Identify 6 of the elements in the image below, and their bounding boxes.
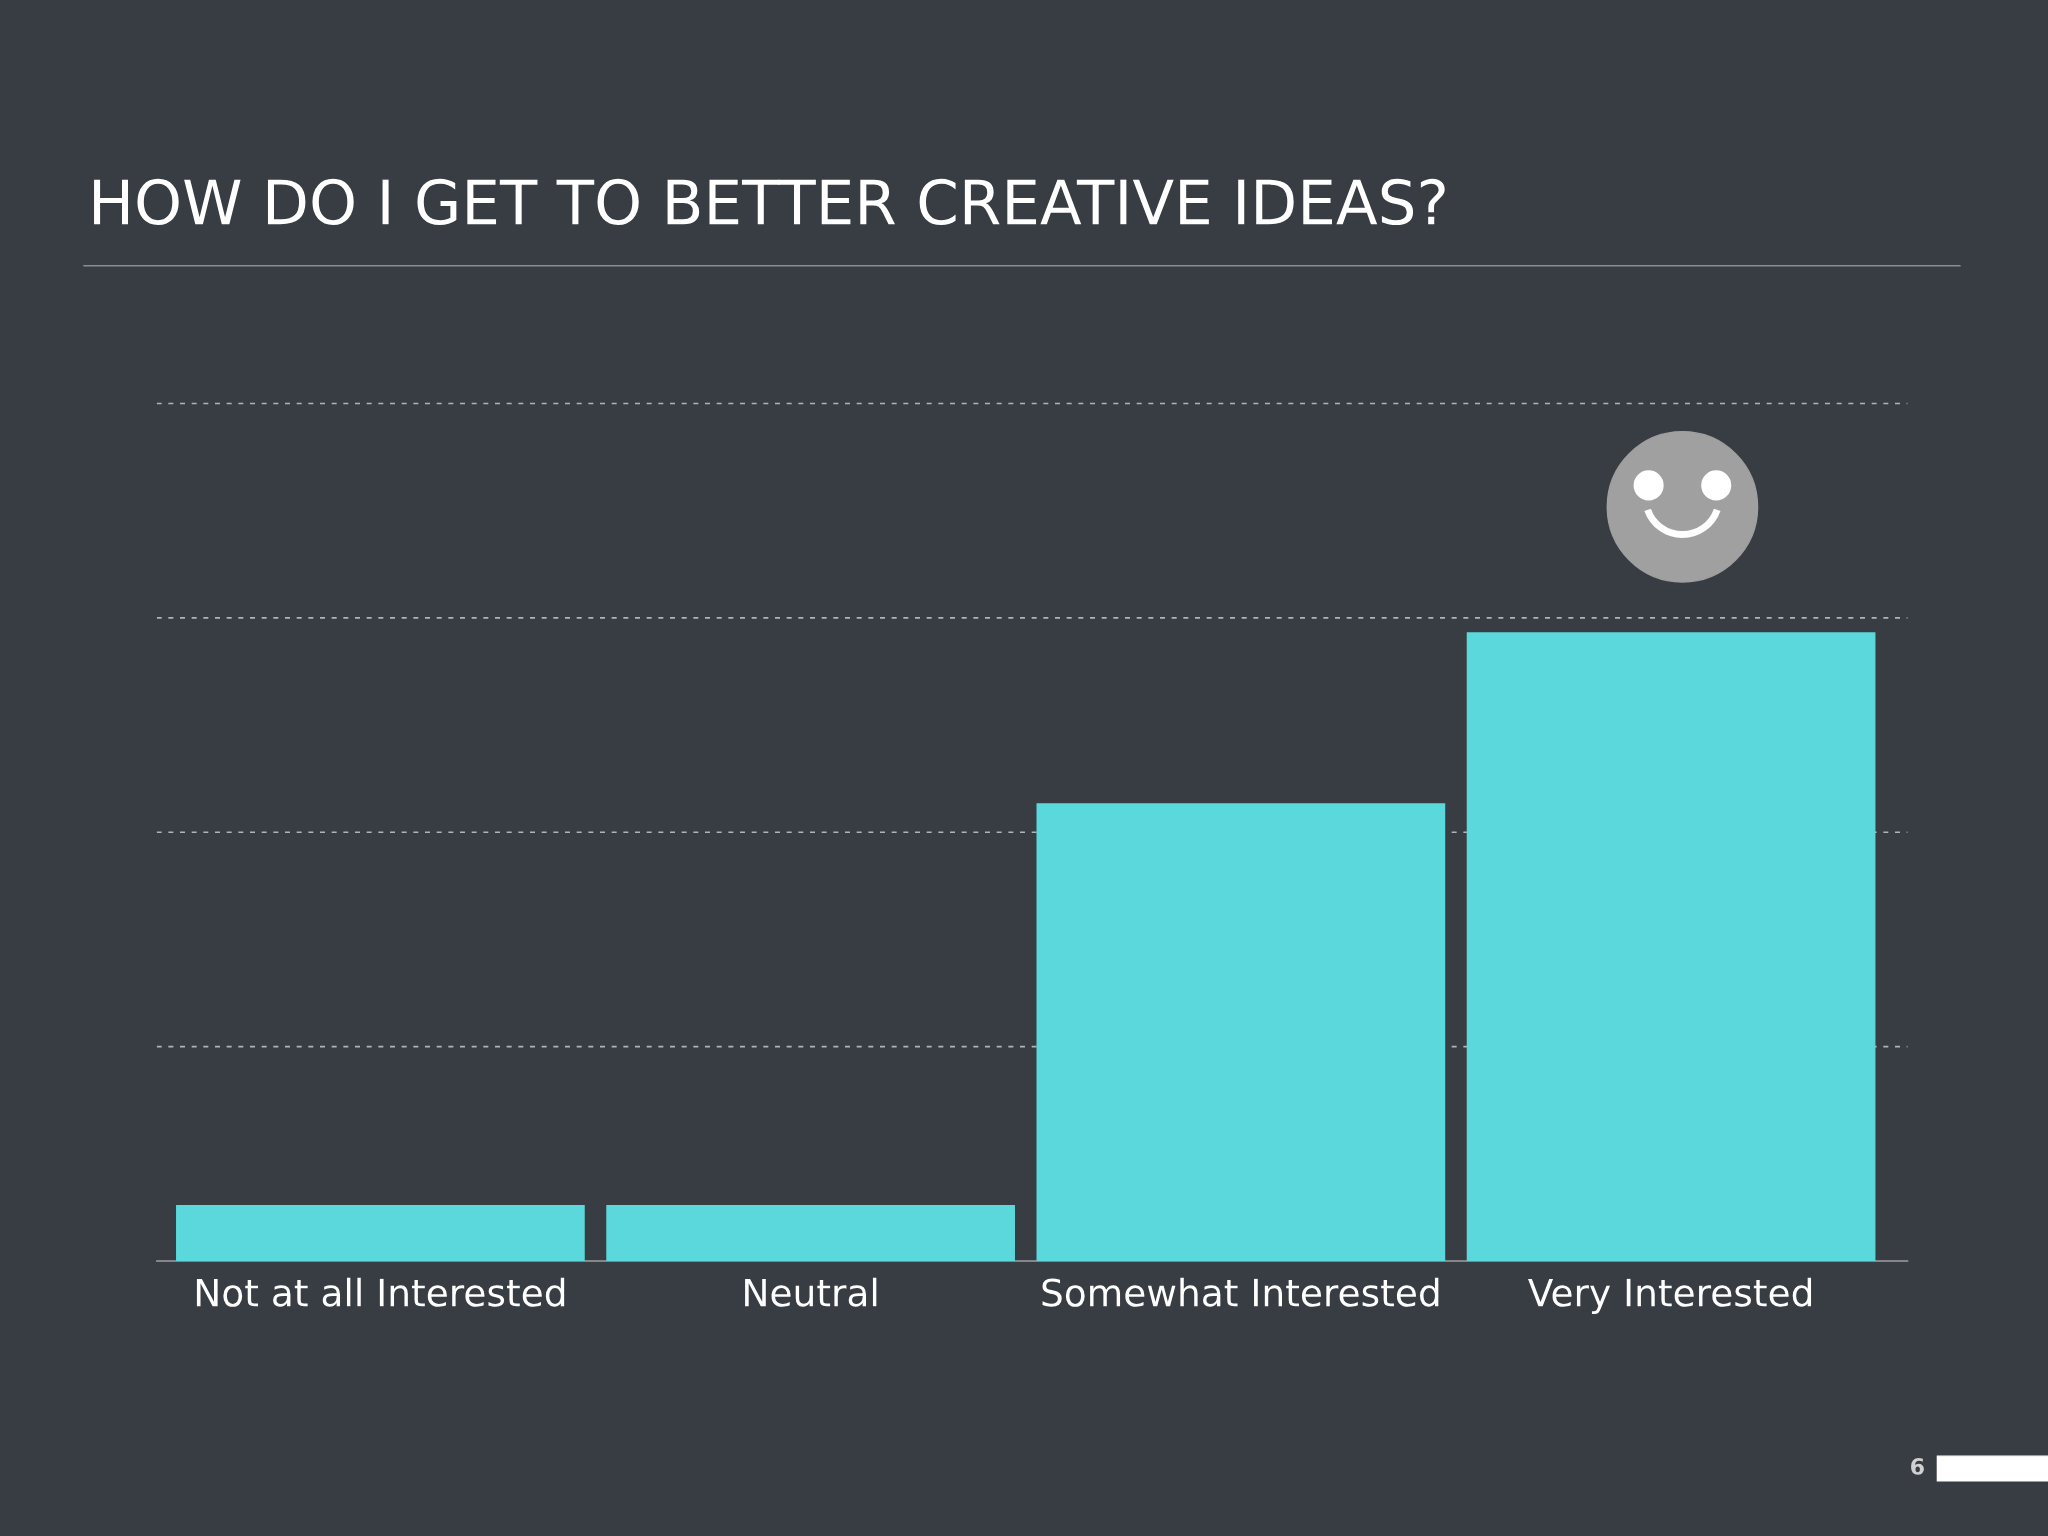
- x-tick-label: Neutral: [745, 1277, 877, 1307]
- x-tick-label: Not at all Interested: [196, 1277, 565, 1307]
- text: 6: [1911, 1458, 1924, 1475]
- chart-title: HOW DO I GET TO BETTER CREATIVE IDEAS?: [94, 178, 1445, 226]
- x-tick-label: Somewhat Interested: [1042, 1277, 1439, 1307]
- x-tick-label: Very Interested: [1528, 1277, 1812, 1315]
